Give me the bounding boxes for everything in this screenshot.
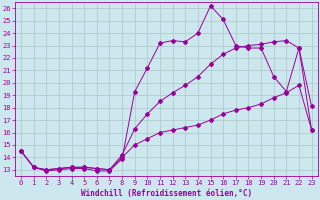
X-axis label: Windchill (Refroidissement éolien,°C): Windchill (Refroidissement éolien,°C) [81,189,252,198]
